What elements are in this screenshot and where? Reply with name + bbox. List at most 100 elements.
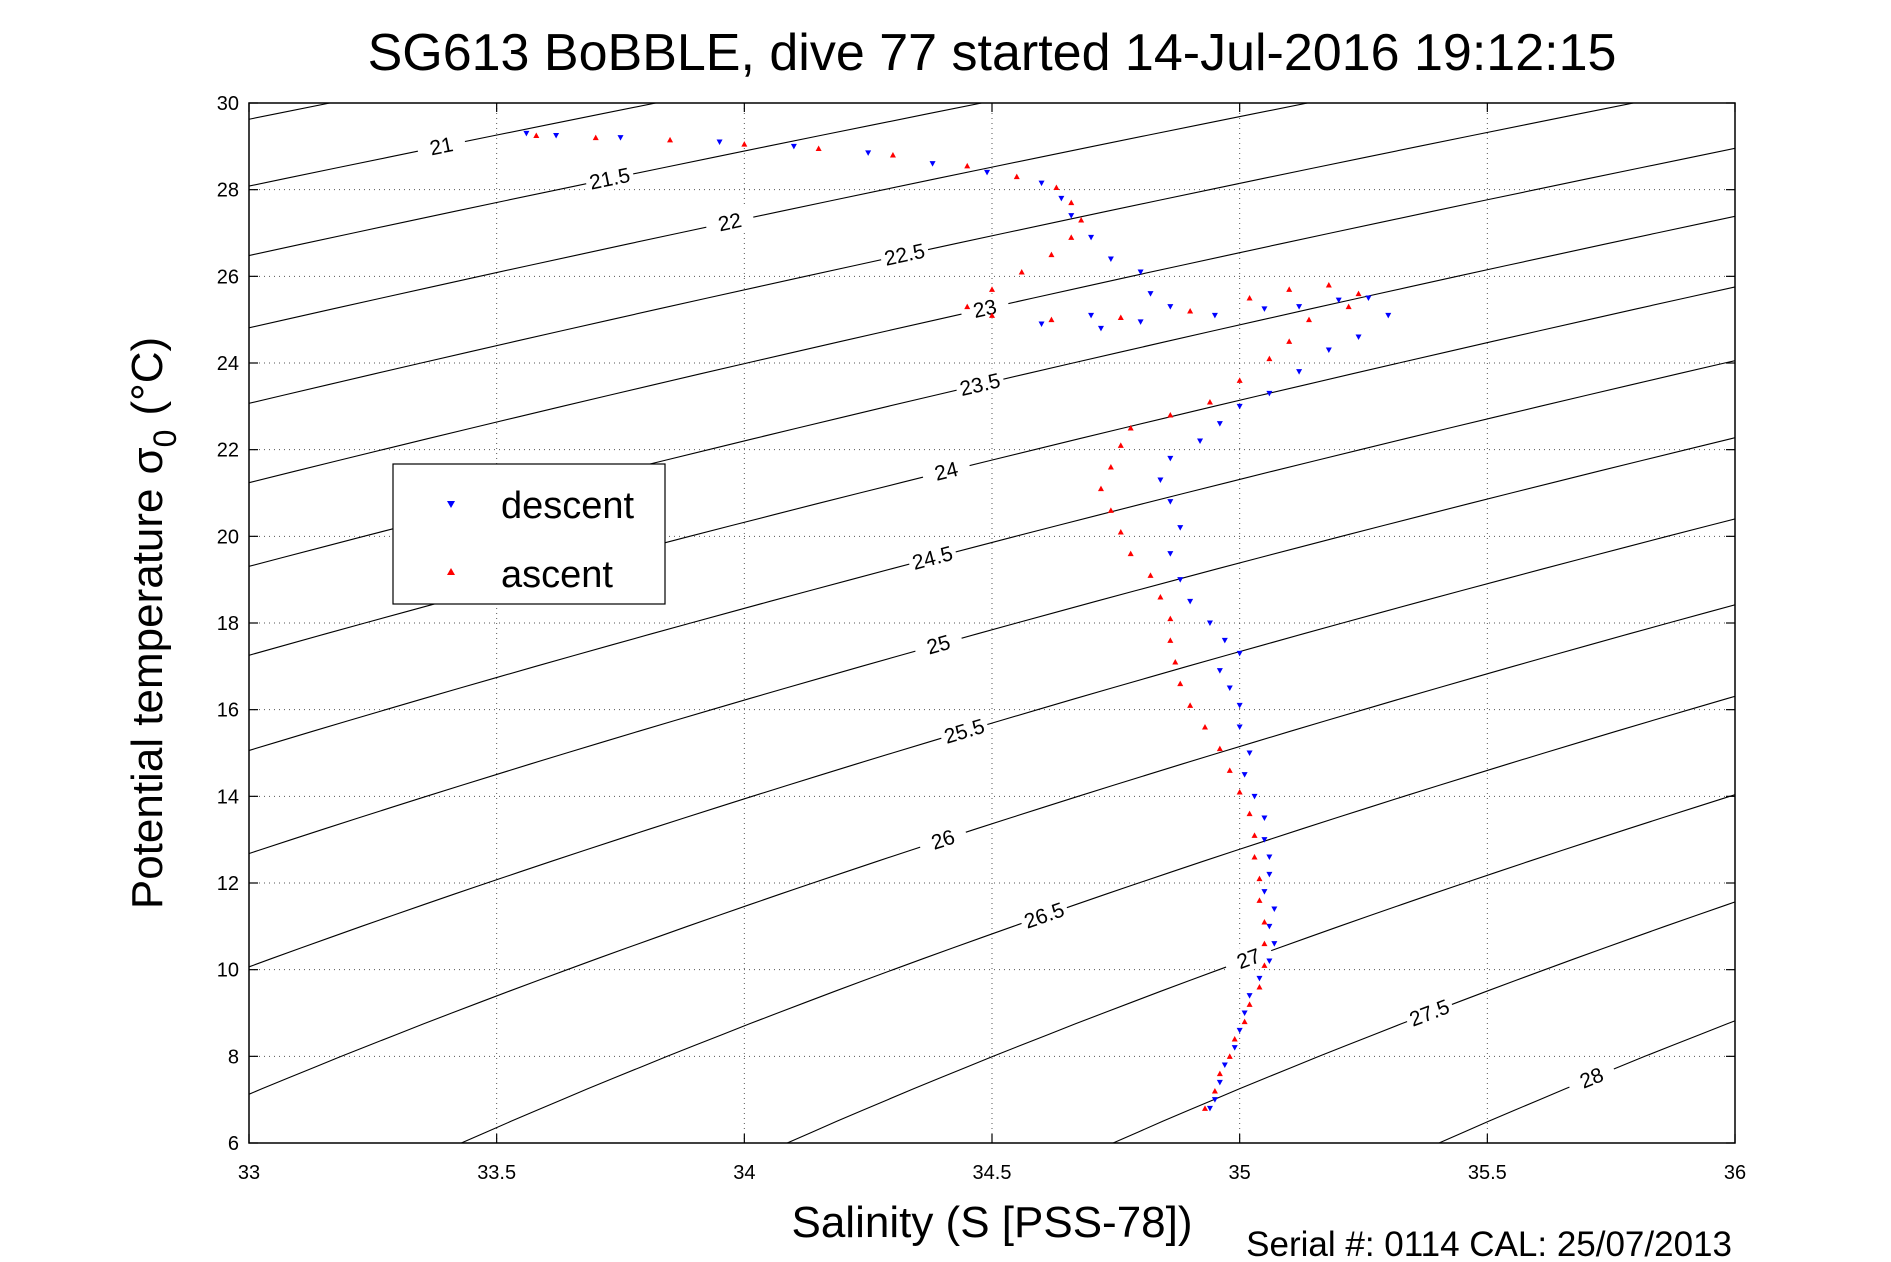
y-tick-label: 14 [217,786,239,808]
data-point-ascent [1231,1036,1238,1042]
data-point-descent [1236,1027,1243,1034]
density-contour-label-bg [1564,1056,1618,1098]
data-point-descent [1261,306,1268,312]
data-point-ascent [1256,984,1263,990]
density-contour-label-bg [905,539,959,575]
density-contour-label: 24 [919,452,973,488]
density-contour-label-bg [916,819,970,858]
density-contour-label: 21 [415,128,468,162]
y-tick-label: 30 [217,93,239,115]
data-point-descent [1137,319,1144,325]
density-contour-label-bg [937,711,991,749]
data-point-descent [1266,854,1273,860]
data-point-ascent [1246,295,1253,301]
data-point-descent [617,135,624,141]
data-point-ascent [1048,251,1055,258]
y-tick-label: 12 [217,873,239,895]
y-tick-label: 8 [228,1046,239,1068]
data-point-ascent [1068,234,1075,240]
density-contour-label-bg [583,161,636,195]
serial-calibration-footer: Serial #: 0114 CAL: 25/07/2013 [1246,1225,1732,1262]
data-point-descent [1167,304,1174,310]
data-point-descent [1335,297,1342,304]
data-point-descent [716,139,723,145]
data-point-ascent [989,286,995,292]
x-tick-label: 33 [238,1162,260,1184]
density-contour-line [249,215,1735,567]
density-contour-line [249,147,1735,484]
data-point-descent [1266,923,1273,930]
data-point-descent [1211,1097,1218,1103]
data-point-descent [1177,525,1184,531]
density-contour-label-bg [919,452,973,488]
y-tick-label: 24 [217,353,239,375]
data-point-descent [1058,195,1065,202]
data-point-descent [1325,347,1332,353]
data-point-descent [1241,772,1248,778]
density-contour-label-bg [911,625,965,662]
data-point-descent [865,150,872,156]
data-point-ascent [1261,962,1268,968]
data-point-ascent [1048,316,1055,323]
y-axis-label-unit: (°C) [123,337,172,416]
data-point-descent [1157,477,1164,483]
data-point-ascent [1266,355,1273,362]
data-point-descent [1236,650,1243,657]
x-tick-label: 35.5 [1468,1162,1507,1184]
data-point-ascent [1261,940,1268,947]
density-contour-label-bg [958,290,1011,325]
data-point-ascent [964,303,971,310]
y-axis-label-text: Potential temperature [123,488,172,909]
data-point-ascent [1201,724,1208,730]
data-point-descent [1296,304,1303,310]
density-contour-labels: 2121.52222.52323.52424.52525.52626.52727… [415,128,1618,1098]
data-point-descent [1167,455,1174,462]
data-point-descent [1068,213,1075,219]
density-contour-label-bg [703,204,756,238]
data-point-descent [1221,1062,1228,1068]
density-contour-line [1111,901,1735,1143]
data-point-descent [1097,325,1104,332]
data-point-descent [1261,837,1268,843]
data-point-descent [1206,620,1213,626]
data-point-ascent [1286,338,1293,344]
data-point-descent [929,161,936,167]
data-point-descent [1216,421,1223,427]
data-point-ascent [1078,217,1085,223]
data-point-ascent [1117,314,1124,320]
data-point-ascent [1187,702,1194,708]
y-axis-ticks: 6 8 10 12 14 16 18 20 22 24 26 28 30 [217,93,1735,1155]
x-tick-label: 34 [733,1162,755,1184]
legend-marker-ascent [447,568,455,575]
density-contour-label-bg [1402,992,1456,1032]
density-contour-line [249,437,1735,855]
data-point-ascent [1097,485,1104,492]
y-tick-label: 26 [217,266,239,288]
x-tick-label: 36 [1724,1162,1746,1184]
data-point-descent [1226,685,1233,691]
density-contour-line [249,103,1637,404]
data-point-descent [1088,234,1095,241]
data-point-descent [1296,369,1303,375]
y-axis-label-group: Potential temperature σ0 (°C) [123,337,183,909]
data-point-ascent [1261,919,1268,925]
data-point-ascent [592,134,599,141]
y-tick-label: 10 [217,960,239,982]
data-point-ascent [1241,1018,1248,1025]
data-point-ascent [815,145,822,151]
data-point-ascent [1167,615,1174,622]
x-axis-ticks: 33 33.5 34 34.5 35 35.5 36 [238,103,1746,1184]
data-point-descent [1251,793,1258,800]
density-contour-line [249,286,1735,656]
data-point-ascent [1117,529,1124,535]
data-point-descent [1038,321,1045,327]
density-contour-label-text: 21 [428,133,455,160]
y-axis-label: Potential temperature σ0 (°C) [123,337,183,909]
density-contour-line [785,794,1735,1143]
data-point-descent [1038,180,1045,187]
data-point-ascent [1286,286,1293,292]
data-point-descent [1266,958,1273,964]
data-point-ascent [1226,1053,1233,1059]
x-tick-label: 35 [1229,1162,1251,1184]
data-point-descent [1236,702,1243,709]
